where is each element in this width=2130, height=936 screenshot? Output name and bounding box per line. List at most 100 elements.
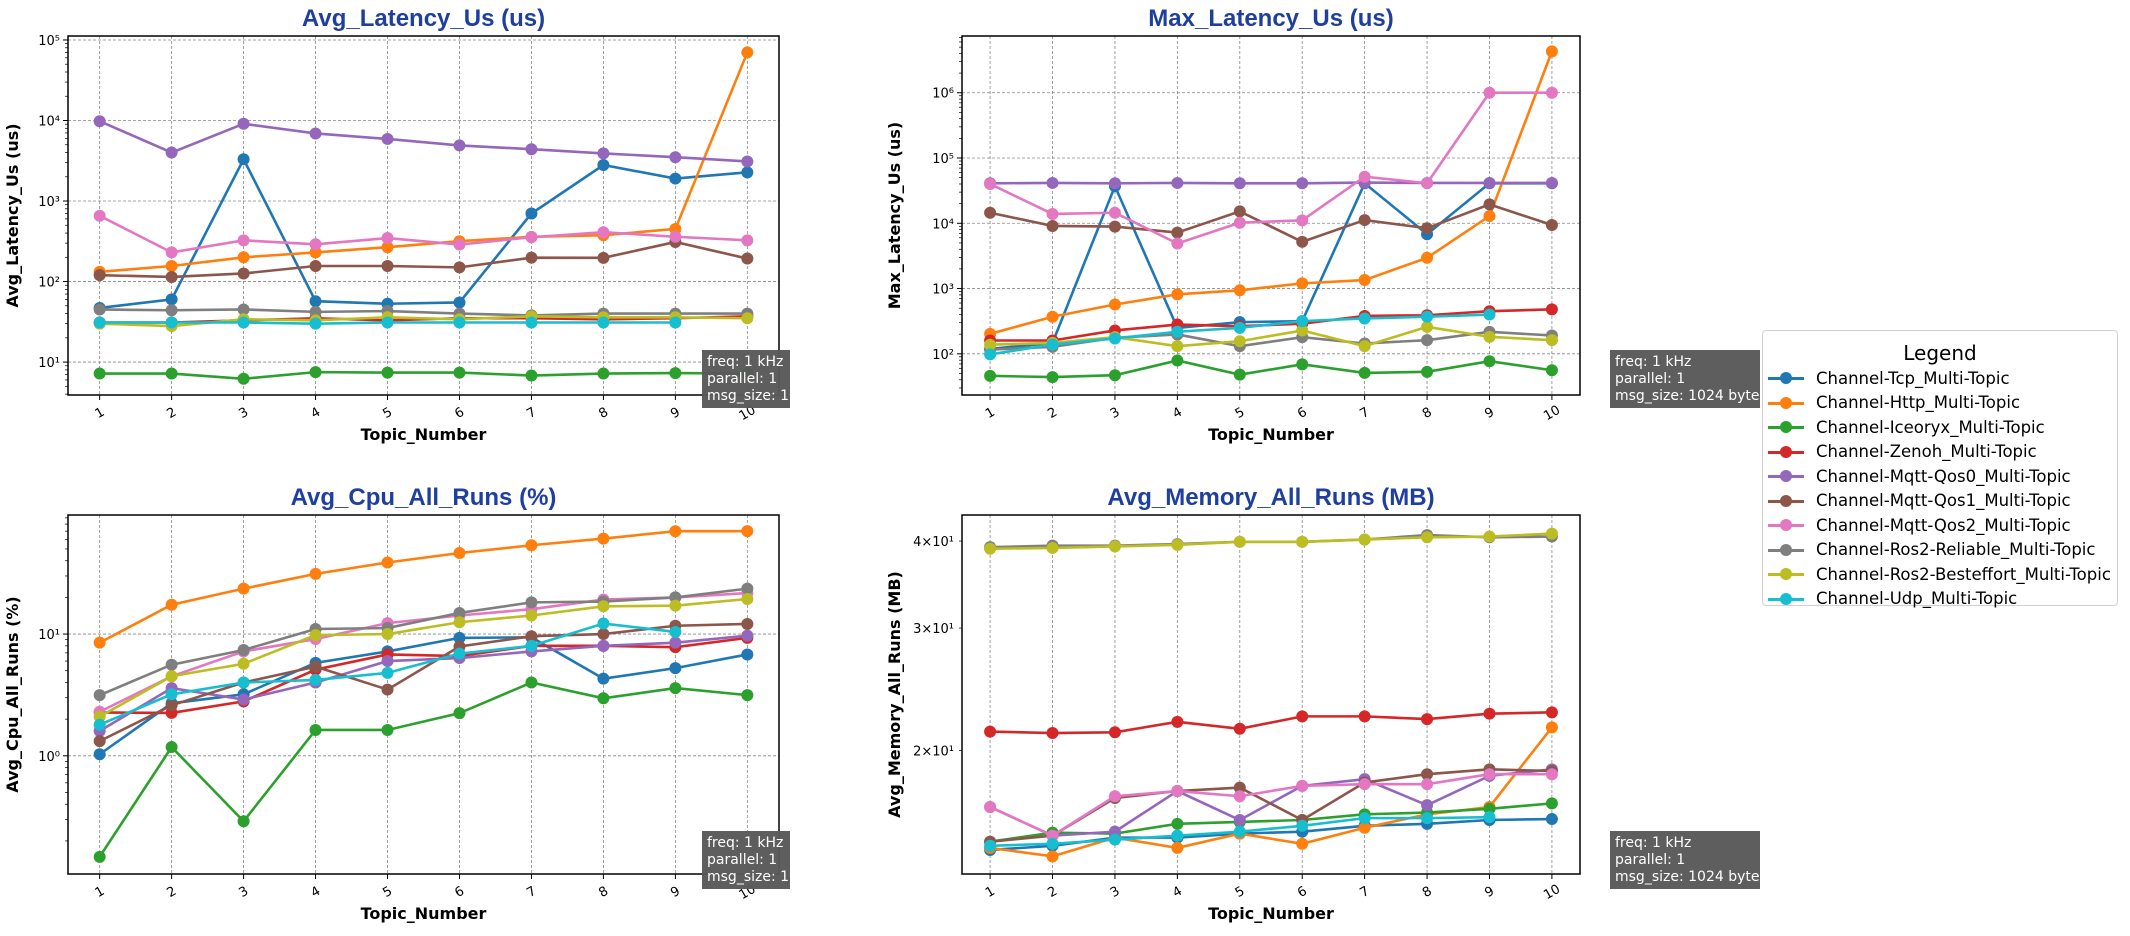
data-point xyxy=(1046,310,1059,323)
data-point xyxy=(1171,237,1184,250)
x-tick-label: 8 xyxy=(1420,405,1435,422)
data-point xyxy=(381,366,394,379)
series-line xyxy=(989,772,1552,838)
series-line xyxy=(99,51,749,274)
data-point xyxy=(453,647,466,660)
legend-entry: Channel-Tcp_Multi-Topic xyxy=(1763,366,2117,391)
data-point xyxy=(1545,303,1558,316)
series-Channel-Mqtt-Qos2_Multi-Topic xyxy=(984,86,1558,250)
data-point xyxy=(453,366,466,379)
legend-marker-icon xyxy=(1768,562,1804,586)
legend-marker-icon xyxy=(1768,464,1804,488)
data-point xyxy=(525,316,538,329)
data-point xyxy=(525,639,538,652)
series-line xyxy=(989,768,1552,843)
chart-title: Avg_Latency_Us (us) xyxy=(302,5,545,32)
data-point xyxy=(453,261,466,274)
data-point xyxy=(984,348,997,361)
series-line xyxy=(99,529,748,644)
y-axis-label: Max_Latency_Us (us) xyxy=(885,122,904,309)
data-point xyxy=(741,155,754,168)
data-point xyxy=(165,741,178,754)
data-point xyxy=(597,672,610,685)
data-point xyxy=(93,735,106,748)
data-point xyxy=(741,629,754,642)
x-tick-label: 1 xyxy=(983,884,998,901)
data-point xyxy=(1171,841,1184,854)
data-point xyxy=(1358,710,1371,723)
series-Channel-Zenoh_Multi-Topic xyxy=(984,706,1558,740)
data-point xyxy=(165,699,178,712)
data-point xyxy=(237,582,250,595)
legend-label: Channel-Http_Multi-Topic xyxy=(1816,393,2021,413)
data-point xyxy=(1296,235,1309,248)
data-point xyxy=(1171,288,1184,301)
series-line xyxy=(99,622,748,743)
y-tick-label: 10² xyxy=(38,276,60,291)
x-axis-label: Topic_Number xyxy=(361,904,487,923)
data-point xyxy=(237,251,250,264)
data-point xyxy=(237,676,250,689)
data-point xyxy=(597,159,610,172)
x-tick-label: 3 xyxy=(1108,884,1123,901)
data-point xyxy=(1483,86,1496,99)
data-point xyxy=(984,725,997,738)
data-point xyxy=(1421,768,1434,781)
x-tick-label: 2 xyxy=(165,405,180,422)
series-line xyxy=(98,634,748,733)
legend-entry: Channel-Http_Multi-Topic xyxy=(1763,391,2117,416)
x-tick-label: 7 xyxy=(1358,405,1373,422)
data-point xyxy=(93,303,106,316)
series-line xyxy=(99,308,748,317)
data-point xyxy=(309,723,322,736)
data-point xyxy=(1545,768,1558,781)
axes-frame xyxy=(961,514,1581,875)
series-line xyxy=(99,214,748,254)
annotation-line: parallel: 1 xyxy=(707,371,777,387)
data-point xyxy=(1358,533,1371,546)
data-point xyxy=(1108,332,1121,345)
data-point xyxy=(1421,310,1434,323)
x-axis-label: Topic_Number xyxy=(361,425,487,444)
data-point xyxy=(237,153,250,166)
data-point xyxy=(381,232,394,245)
x-tick-label: 6 xyxy=(1295,884,1310,901)
series-Channel-Tcp_Multi-Topic xyxy=(93,631,754,761)
annotation-background xyxy=(1610,350,1760,408)
data-point xyxy=(309,629,322,642)
data-point xyxy=(1545,176,1558,189)
legend-marker-icon xyxy=(1768,440,1804,464)
data-point xyxy=(741,252,754,265)
series-Channel-Udp_Multi-Topic xyxy=(93,316,682,330)
x-tick-label: 9 xyxy=(1482,405,1497,422)
series-line xyxy=(99,240,748,279)
data-point xyxy=(165,146,178,159)
series-line xyxy=(990,711,1552,735)
legend-marker-icon xyxy=(1768,489,1804,513)
y-tick-label: 10¹ xyxy=(38,628,60,643)
legend-marker-icon xyxy=(1768,366,1804,390)
data-point xyxy=(1233,321,1246,334)
x-tick-label: 1 xyxy=(983,405,998,422)
data-point xyxy=(741,312,754,325)
subplot-1: 1 2 3 4 5 6 7 8 9 10 10¹ 10² 10³ 10⁴ 10⁵ Avg_Latency_Us… xyxy=(3,5,859,444)
data-point xyxy=(741,166,754,179)
x-tick-label: 7 xyxy=(524,405,539,422)
data-point xyxy=(453,616,466,629)
series-line xyxy=(99,370,748,381)
data-point xyxy=(1483,198,1496,211)
data-point xyxy=(165,670,178,683)
x-tick-label: 3 xyxy=(237,405,252,422)
legend-label: Channel-Zenoh_Multi-Topic xyxy=(1816,442,2037,462)
data-point xyxy=(597,628,610,641)
data-point xyxy=(1545,797,1558,810)
data-point xyxy=(93,689,106,702)
data-point xyxy=(1421,365,1434,378)
series-Channel-Mqtt-Qos2_Multi-Topic xyxy=(984,768,1558,842)
data-point xyxy=(1358,821,1371,834)
data-point xyxy=(453,238,466,251)
legend-entry: Channel-Mqtt-Qos2_Multi-Topic xyxy=(1763,513,2117,538)
data-point xyxy=(597,532,610,545)
